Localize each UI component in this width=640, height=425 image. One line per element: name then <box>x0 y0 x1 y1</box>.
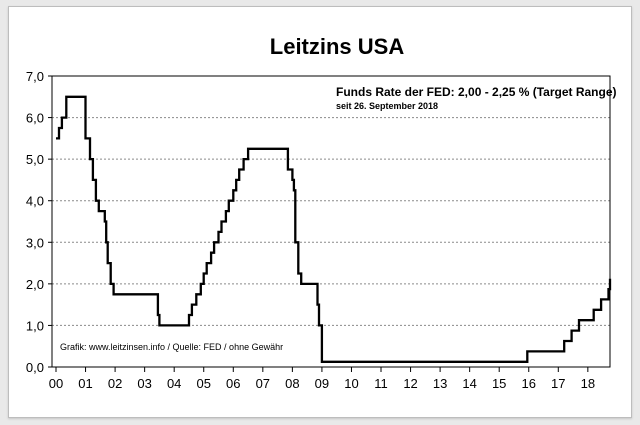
x-tick-label: 17 <box>551 376 565 391</box>
grid-lines <box>52 117 610 326</box>
x-tick-label: 04 <box>167 376 181 391</box>
x-tick-label: 12 <box>403 376 417 391</box>
chart-title: Leitzins USA <box>270 34 405 59</box>
y-tick-label: 3,0 <box>26 235 44 250</box>
x-tick-label: 13 <box>433 376 447 391</box>
y-tick-label: 1,0 <box>26 318 44 333</box>
y-tick-label: 2,0 <box>26 277 44 292</box>
x-tick-label: 18 <box>581 376 595 391</box>
y-tick-label: 0,0 <box>26 360 44 375</box>
y-tick-label: 5,0 <box>26 152 44 167</box>
y-tick-label: 7,0 <box>26 69 44 84</box>
fed-funds-rate-line <box>56 95 612 363</box>
x-tick-label: 05 <box>196 376 210 391</box>
y-axis-tick-labels: 0,0 1,0 2,0 3,0 4,0 5,0 6,0 7,0 <box>26 69 52 375</box>
chart-card <box>8 6 632 418</box>
x-tick-label: 16 <box>522 376 536 391</box>
x-axis-tick-labels: 00 01 02 03 04 05 06 07 08 09 10 11 12 13 14 15 16 17 18 <box>49 367 595 391</box>
x-tick-label: 10 <box>344 376 358 391</box>
annotation-funds-rate: Funds Rate der FED: 2,00 - 2,25 % (Targe… <box>336 85 617 99</box>
x-tick-label: 06 <box>226 376 240 391</box>
x-tick-label: 14 <box>462 376 476 391</box>
x-tick-label: 02 <box>108 376 122 391</box>
x-tick-label: 07 <box>256 376 270 391</box>
y-tick-label: 4,0 <box>26 194 44 209</box>
x-tick-label: 08 <box>285 376 299 391</box>
source-note: Grafik: www.leitzinsen.info / Quelle: FE… <box>60 342 283 352</box>
y-tick-label: 6,0 <box>26 111 44 126</box>
x-tick-label: 01 <box>78 376 92 391</box>
plot-frame <box>51 75 611 368</box>
annotation-since-date: seit 26. September 2018 <box>336 101 438 111</box>
x-tick-label: 11 <box>374 376 388 391</box>
x-tick-label: 00 <box>49 376 63 391</box>
x-tick-label: 09 <box>315 376 329 391</box>
x-tick-label: 15 <box>492 376 506 391</box>
x-tick-label: 03 <box>137 376 151 391</box>
